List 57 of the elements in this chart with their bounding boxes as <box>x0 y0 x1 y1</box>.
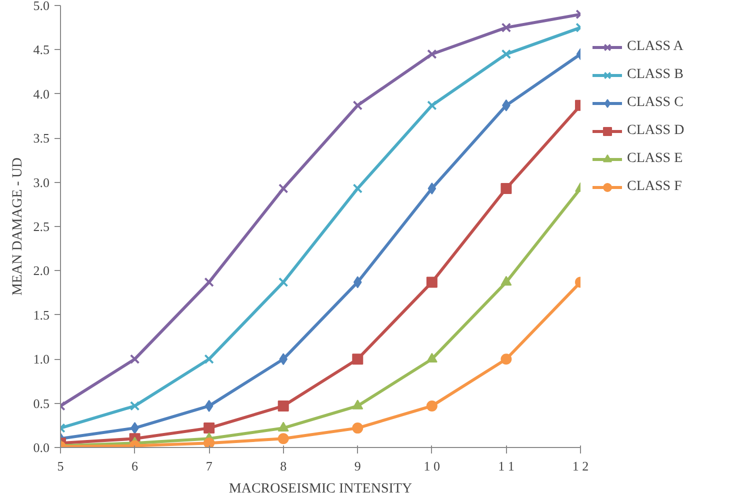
point <box>426 352 438 362</box>
x-tick-label: 7 <box>206 458 213 474</box>
point <box>130 401 140 411</box>
x-tick-label: 1 1 <box>498 458 514 474</box>
point <box>279 353 288 366</box>
y-tick-label: 1.0 <box>33 352 50 367</box>
y-tick-label: 1.5 <box>33 307 50 322</box>
legend-label: CLASS C <box>627 95 684 111</box>
point <box>427 49 437 60</box>
point <box>501 49 512 60</box>
y-tick-label: 4.5 <box>33 42 50 58</box>
point <box>130 354 140 364</box>
legend-label: CLASS E <box>627 151 683 167</box>
legend-label: CLASS A <box>627 39 684 55</box>
y-tick-label: 3.0 <box>33 174 50 190</box>
point <box>278 433 289 444</box>
point <box>278 184 288 194</box>
point <box>500 354 512 365</box>
legend-label: CLASS F <box>627 179 682 195</box>
point <box>352 422 364 434</box>
x-tick-label: 6 <box>132 458 139 474</box>
point <box>500 182 512 194</box>
y-tick-label: 0.5 <box>33 396 50 411</box>
point <box>352 400 364 410</box>
y-tick-label: 0.0 <box>33 440 50 455</box>
point <box>278 277 288 288</box>
point <box>278 400 289 412</box>
point <box>204 422 215 434</box>
x-tick-label: 1 0 <box>424 458 440 474</box>
y-tick-label: 4.0 <box>33 86 50 102</box>
point <box>204 400 214 412</box>
point <box>501 22 512 32</box>
point <box>204 438 215 448</box>
x-tick-label: 9 <box>354 458 361 474</box>
y-tick-label: 3.5 <box>33 130 50 146</box>
y-tick-label: 2.5 <box>33 219 50 234</box>
legend-label: CLASS B <box>627 67 684 83</box>
point <box>427 100 437 110</box>
point <box>352 100 363 110</box>
point <box>204 277 214 288</box>
x-tick-label: 8 <box>280 458 287 474</box>
point <box>278 422 289 432</box>
point <box>352 184 363 194</box>
x-tick-label: 1 2 <box>572 458 589 474</box>
point <box>352 354 364 365</box>
legend-label: CLASS D <box>627 123 684 139</box>
point <box>500 276 512 286</box>
point <box>428 182 436 194</box>
x-tick-label: 5 <box>57 458 64 474</box>
point <box>204 354 214 364</box>
point <box>426 400 438 412</box>
x-axis-title: MACROSEISMIC INTENSITY <box>228 482 412 496</box>
point <box>426 276 438 288</box>
y-axis-title: MEAN DAMAGE - UD <box>10 157 26 296</box>
y-tick-label: 2.0 <box>33 263 50 278</box>
y-tick-label: 5.0 <box>33 0 50 13</box>
point <box>353 276 362 288</box>
